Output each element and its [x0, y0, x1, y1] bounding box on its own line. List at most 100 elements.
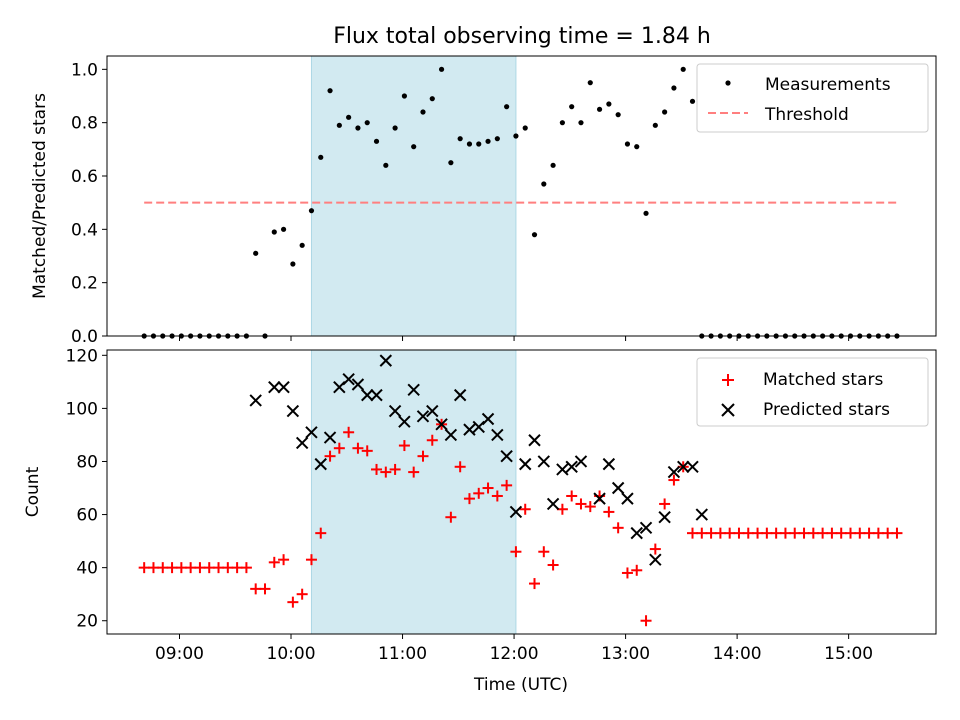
predicted-star-point: [426, 404, 439, 418]
matched-star-point: [454, 461, 466, 473]
predicted-star-stroke-b: [611, 481, 625, 495]
measurement-point: [522, 125, 528, 131]
predicted-star-point: [556, 463, 569, 476]
matched-star-point: [147, 562, 159, 574]
predicted-star-stroke-b: [658, 511, 671, 524]
predicted-star-point: [342, 372, 355, 386]
y-tick-label: 1.0: [71, 60, 98, 80]
axes-frame-top: [106, 55, 937, 337]
matched-star-point: [333, 442, 345, 454]
legend-label-measurements: Measurements: [765, 75, 891, 95]
predicted-star-point: [268, 380, 281, 394]
matched-star-points: [138, 418, 903, 627]
matched-star-point: [891, 527, 903, 539]
matched-star-point: [138, 562, 150, 574]
predicted-star-stroke-b: [667, 465, 681, 479]
matched-star-point: [278, 554, 290, 566]
measurement-point: [615, 112, 621, 118]
measurement-point: [689, 98, 696, 104]
measurement-point: [327, 88, 333, 94]
measurement-point: [504, 104, 510, 110]
predicted-star-point: [398, 415, 411, 428]
matched-star-point: [417, 450, 429, 462]
measurement-point: [318, 154, 324, 160]
predicted-star-stroke-b: [453, 388, 467, 402]
predicted-star-stroke-b: [565, 460, 578, 473]
predicted-star-point: [509, 505, 523, 519]
matched-star-point: [807, 527, 819, 539]
predicted-star-stroke-b: [435, 418, 448, 431]
panel-top: 0.0 0.2 0.4 0.6 0.8 1.0 Matched/Predicted sta…: [30, 55, 937, 347]
predicted-star-point: [630, 526, 643, 540]
matched-star-point: [240, 562, 252, 574]
measurement-point: [401, 93, 407, 99]
measurement-point: [531, 232, 538, 238]
axes-frame-bottom: [106, 349, 937, 635]
shaded-interval-bottom: [310, 349, 517, 635]
matched-star-point: [213, 562, 225, 574]
predicted-star-stroke-b: [370, 388, 383, 402]
matched-star-point: [705, 527, 717, 539]
matched-star-point: [612, 522, 624, 534]
measurement-point: [624, 141, 631, 147]
predicted-star-point: [481, 412, 495, 426]
predicted-star-point: [695, 508, 709, 521]
predicted-star-point: [435, 418, 448, 431]
measurement-point: [513, 133, 519, 139]
matched-star-point: [175, 562, 187, 574]
matched-star-point: [371, 463, 383, 475]
predicted-star-stroke-b: [546, 497, 560, 511]
predicted-star-point: [677, 460, 690, 473]
predicted-star-stroke-b: [407, 383, 420, 397]
y-tick-label: 80: [76, 452, 98, 472]
predicted-star-stroke-b: [463, 423, 476, 436]
y-tick-label: 0.8: [71, 114, 98, 134]
matched-star-point: [742, 527, 754, 539]
shaded-interval-rect: [310, 349, 517, 635]
matched-star-point: [659, 498, 671, 510]
predicted-star-stroke-b: [574, 455, 588, 468]
matched-star-point: [398, 440, 410, 452]
matched-star-point: [259, 583, 271, 595]
matched-star-point: [519, 503, 531, 515]
predicted-star-point: [463, 423, 476, 436]
measurement-point: [569, 104, 575, 110]
y-tick-label: 0.2: [71, 274, 98, 294]
measurement-point: [448, 160, 454, 166]
matched-star-point: [835, 527, 847, 539]
matched-star-point: [166, 562, 178, 574]
matched-star-point: [250, 583, 262, 595]
predicted-star-stroke-b: [481, 412, 495, 426]
predicted-star-point: [295, 436, 309, 450]
measurement-point: [420, 109, 426, 115]
matched-star-point: [687, 527, 699, 539]
predicted-star-points: [249, 354, 709, 566]
matched-star-point: [575, 498, 587, 510]
matched-star-point: [194, 562, 206, 574]
measurement-point: [643, 210, 649, 216]
matched-star-point: [491, 490, 503, 502]
measurement-point: [457, 136, 463, 142]
matched-star-point: [631, 564, 643, 576]
predicted-star-stroke-b: [268, 380, 281, 394]
legend-marker-measurements: [725, 80, 731, 86]
matched-star-point: [538, 546, 550, 558]
predicted-star-point: [444, 428, 458, 442]
predicted-star-stroke-b: [361, 388, 374, 402]
y-tick-label: 100: [66, 399, 98, 419]
measurement-point: [596, 106, 603, 112]
predicted-star-point: [453, 388, 467, 402]
predicted-star-point: [519, 457, 532, 471]
matched-star-point: [882, 527, 894, 539]
matched-star-point: [296, 588, 308, 600]
predicted-star-point: [249, 394, 262, 407]
predicted-star-stroke-b: [351, 378, 365, 391]
measurement-points: [141, 66, 900, 339]
predicted-star-stroke-b: [649, 553, 662, 566]
matched-star-point: [752, 527, 764, 539]
predicted-star-point: [416, 410, 430, 423]
predicted-star-stroke-b: [677, 460, 690, 473]
measurement-point: [662, 109, 668, 115]
x-tick-label: 15:00: [824, 644, 873, 664]
matched-star-point: [231, 562, 243, 574]
